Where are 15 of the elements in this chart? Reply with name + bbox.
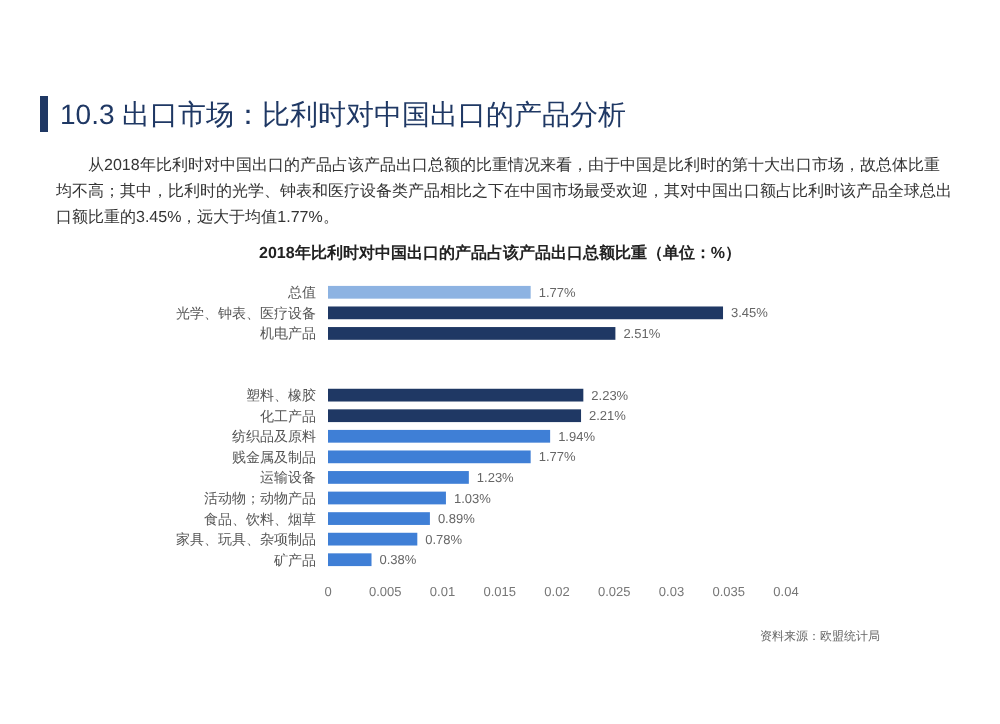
bar <box>328 429 551 443</box>
bar <box>328 450 531 464</box>
bar <box>328 553 372 567</box>
chart-title: 10.3 出口市场：比利时对中国出口的产品分析 <box>40 96 627 132</box>
chart-subtitle: 2018年比利时对中国出口的产品占该产品出口总额比重（单位：%） <box>257 242 743 264</box>
bar <box>328 409 582 423</box>
bar <box>328 512 430 525</box>
bar <box>328 327 616 340</box>
bar <box>328 491 446 505</box>
bar <box>328 471 469 484</box>
bar <box>328 306 724 320</box>
bar <box>328 388 584 402</box>
text: 从2018年比利时对中国出口的产品占该产品出口总额的比重情况来看，由于中国是比利时的第十大出口市场，故总体比重均不高；其中，比利时的光学、钟表和医疗设备类产品相比之下在中国市场最受欢迎，其对中国出口额占比利时该产品全球总出口额比重的3.45%，远大于均值1.77%。 <box>56 154 952 230</box>
bar <box>328 532 418 546</box>
bar <box>328 285 531 299</box>
